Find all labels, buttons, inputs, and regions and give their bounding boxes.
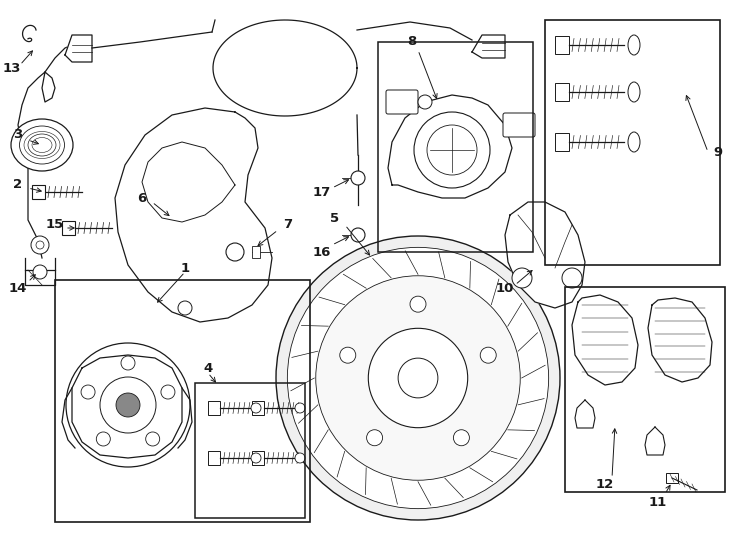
Bar (545, 20, 720, 265)
Text: 8: 8 (407, 36, 417, 49)
Circle shape (410, 296, 426, 312)
Circle shape (96, 432, 110, 446)
Bar (378, 42, 533, 252)
Text: 17: 17 (313, 186, 331, 199)
Polygon shape (575, 400, 595, 428)
Bar (555, 133, 569, 151)
Circle shape (251, 403, 261, 413)
Text: 4: 4 (203, 361, 213, 375)
Polygon shape (72, 355, 182, 458)
Text: 14: 14 (9, 281, 27, 294)
Circle shape (295, 453, 305, 463)
Circle shape (121, 356, 135, 370)
Polygon shape (505, 202, 585, 308)
Text: 13: 13 (3, 62, 21, 75)
Ellipse shape (11, 119, 73, 171)
Polygon shape (572, 295, 638, 385)
Text: 1: 1 (181, 261, 189, 274)
Circle shape (226, 243, 244, 261)
Bar (32, 185, 45, 199)
Bar (555, 83, 569, 101)
Circle shape (31, 236, 49, 254)
Polygon shape (115, 108, 272, 322)
Bar (252, 451, 264, 465)
Circle shape (340, 347, 356, 363)
Text: 7: 7 (283, 219, 293, 232)
Circle shape (351, 171, 365, 185)
Circle shape (287, 247, 548, 509)
Circle shape (145, 432, 160, 446)
Bar (208, 401, 220, 415)
Circle shape (33, 265, 47, 279)
Bar (555, 36, 569, 54)
Text: 11: 11 (649, 496, 667, 509)
Circle shape (116, 393, 140, 417)
Text: 15: 15 (46, 219, 64, 232)
Polygon shape (388, 95, 512, 198)
Ellipse shape (628, 82, 640, 102)
Polygon shape (648, 298, 712, 382)
Text: 6: 6 (137, 192, 147, 205)
Circle shape (276, 236, 560, 520)
Polygon shape (472, 35, 505, 58)
Circle shape (512, 268, 532, 288)
Circle shape (351, 228, 365, 242)
Circle shape (398, 358, 438, 398)
Circle shape (480, 347, 496, 363)
Ellipse shape (628, 132, 640, 152)
Circle shape (81, 385, 95, 399)
Bar (565, 287, 725, 492)
FancyBboxPatch shape (386, 90, 418, 114)
FancyBboxPatch shape (503, 113, 535, 137)
Circle shape (316, 276, 520, 480)
Text: 9: 9 (713, 145, 722, 159)
Text: 12: 12 (596, 478, 614, 491)
Text: 16: 16 (313, 246, 331, 259)
Bar (666, 473, 678, 483)
Circle shape (295, 403, 305, 413)
Circle shape (454, 430, 470, 446)
Bar (62, 221, 75, 235)
Text: 2: 2 (13, 179, 23, 192)
Text: 3: 3 (13, 129, 23, 141)
Polygon shape (645, 427, 665, 455)
Ellipse shape (628, 35, 640, 55)
Polygon shape (65, 35, 92, 62)
Circle shape (366, 430, 382, 446)
Circle shape (161, 385, 175, 399)
Circle shape (251, 453, 261, 463)
Circle shape (562, 268, 582, 288)
Circle shape (368, 328, 468, 428)
Bar (208, 451, 220, 465)
Text: 10: 10 (495, 281, 515, 294)
Polygon shape (142, 142, 235, 222)
Bar (252, 246, 260, 258)
Bar (252, 401, 264, 415)
Bar (195, 383, 305, 518)
Circle shape (178, 301, 192, 315)
Circle shape (418, 95, 432, 109)
Text: 5: 5 (330, 212, 340, 225)
Bar (55, 280, 310, 522)
